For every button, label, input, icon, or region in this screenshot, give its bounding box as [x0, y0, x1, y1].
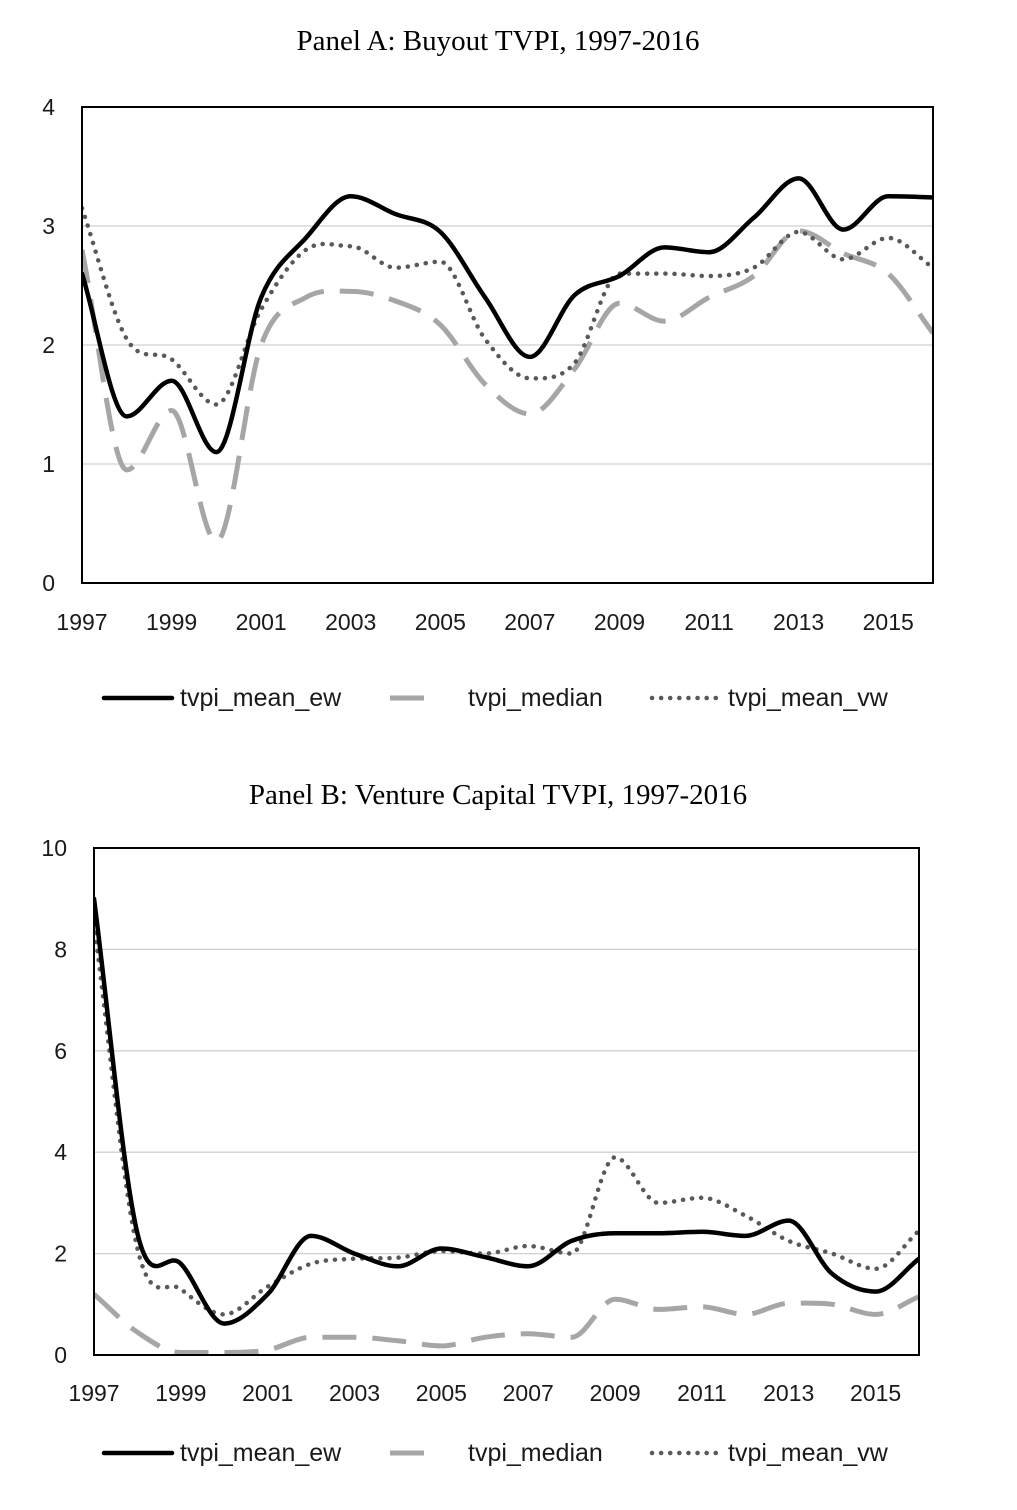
x-tick-label: 2015: [863, 609, 914, 635]
x-tick-label: 1999: [146, 609, 197, 635]
y-tick-label: 2: [54, 1241, 67, 1267]
x-tick-label: 2003: [329, 1380, 380, 1406]
panel-a-plot-frame: [81, 106, 934, 584]
x-tick-label: 2007: [504, 609, 555, 635]
legend-label: tvpi_mean_ew: [180, 684, 342, 712]
x-tick-label: 1997: [56, 609, 107, 635]
legend-label: tvpi_mean_vw: [728, 684, 889, 712]
y-tick-label: 6: [54, 1038, 67, 1064]
x-tick-label: 2001: [242, 1380, 293, 1406]
x-tick-label: 1999: [155, 1380, 206, 1406]
series-line-tvpi_mean_vw: [94, 921, 919, 1317]
legend-label: tvpi_mean_vw: [728, 1439, 889, 1467]
panel-a-buyout-chart: Panel A: Buyout TVPI, 1997-2016 0 1 2 3 4 19…: [42, 25, 934, 712]
panel-b-venture-capital-chart: Panel B: Venture Capital TVPI, 1997-2016…: [41, 779, 920, 1467]
series-line-tvpi_mean_vw: [82, 205, 933, 407]
panel-b-plot-frame: [93, 847, 920, 1356]
x-tick-label: 2001: [236, 609, 287, 635]
legend-label: tvpi_mean_ew: [180, 1439, 342, 1467]
panel-b-gridlines: [94, 948, 919, 1255]
panel-b-series: [94, 896, 919, 1355]
panel-a-gridlines: [82, 225, 933, 465]
y-tick-label: 0: [42, 570, 55, 596]
panel-a-title: Panel A: Buyout TVPI, 1997-2016: [296, 25, 699, 57]
series-line-tvpi_median: [94, 1292, 919, 1355]
panel-b-x-axis: 1997 1999 2001 2003 2005 2007 2009 2011 2013 2015: [68, 1380, 901, 1406]
x-tick-label: 2015: [850, 1380, 901, 1406]
y-tick-label: 1: [42, 451, 55, 477]
y-tick-label: 4: [42, 94, 55, 120]
x-tick-label: 2011: [684, 609, 733, 635]
y-tick-label: 3: [42, 213, 55, 239]
x-tick-label: 2013: [773, 609, 824, 635]
panel-b-y-axis: 0 2 4 6 8 10: [41, 835, 67, 1368]
legend-label: tvpi_median: [468, 1439, 603, 1467]
y-tick-label: 8: [54, 936, 67, 962]
panel-a-series: [82, 176, 933, 544]
x-tick-label: 2009: [589, 1380, 640, 1406]
panel-a-y-axis: 0 1 2 3 4: [42, 94, 55, 596]
y-tick-label: 10: [41, 835, 67, 861]
panel-b-legend: tvpi_mean_ew tvpi_median tvpi_mean_vw: [101, 1439, 889, 1467]
x-tick-label: 1997: [68, 1380, 119, 1406]
x-tick-label: 2007: [503, 1380, 554, 1406]
panel-a-x-axis: 1997 1999 2001 2003 2005 2007 2009 2011 2013 2015: [56, 609, 913, 635]
x-tick-label: 2005: [416, 1380, 467, 1406]
panel-a-legend: tvpi_mean_ew tvpi_median tvpi_mean_vw: [101, 684, 889, 712]
series-line-tvpi_mean_ew: [94, 896, 919, 1326]
x-tick-label: 2003: [325, 609, 376, 635]
x-tick-label: 2013: [763, 1380, 814, 1406]
panel-b-title: Panel B: Venture Capital TVPI, 1997-2016: [249, 779, 747, 811]
x-tick-label: 2009: [594, 609, 645, 635]
legend-label: tvpi_median: [468, 684, 603, 712]
x-tick-label: 2005: [415, 609, 466, 635]
x-tick-label: 2011: [677, 1380, 726, 1406]
y-tick-label: 2: [42, 332, 55, 358]
y-tick-label: 0: [54, 1342, 67, 1368]
series-line-tvpi_median: [82, 228, 933, 544]
series-line-tvpi_mean_ew: [82, 176, 933, 455]
y-tick-label: 4: [54, 1139, 67, 1165]
